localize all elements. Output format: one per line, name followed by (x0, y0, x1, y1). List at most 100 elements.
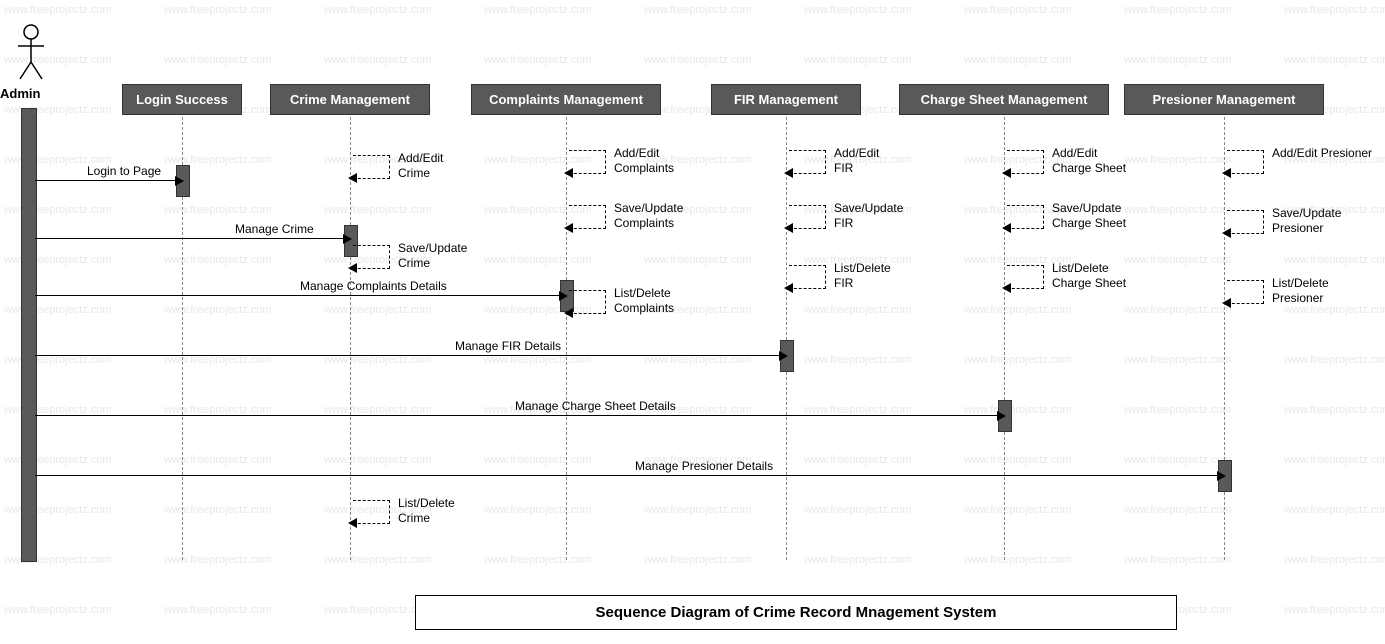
arrow-left-icon (1222, 168, 1231, 178)
watermark-text: www.freeprojectz.com (324, 204, 432, 216)
lifeline-dash (566, 112, 567, 560)
arrow-left-icon (1222, 298, 1231, 308)
watermark-text: www.freeprojectz.com (1284, 54, 1385, 66)
watermark-text: www.freeprojectz.com (804, 554, 912, 566)
watermark-text: www.freeprojectz.com (804, 504, 912, 516)
self-message-label: Save/Update (834, 201, 903, 215)
watermark-text: www.freeprojectz.com (1124, 354, 1232, 366)
lifeline-header: Complaints Management (471, 84, 661, 115)
self-message-label: List/Delete (834, 261, 891, 275)
lifeline-dash (1004, 112, 1005, 560)
arrow-left-icon (348, 518, 357, 528)
watermark-text: www.freeprojectz.com (164, 504, 272, 516)
self-message-label: Presioner (1272, 221, 1323, 235)
self-message-label: Crime (398, 166, 430, 180)
watermark-text: www.freeprojectz.com (1124, 154, 1232, 166)
lifeline-dash (786, 112, 787, 560)
self-message-label: List/Delete (614, 286, 671, 300)
self-message-loop (353, 500, 390, 524)
watermark-text: www.freeprojectz.com (164, 304, 272, 316)
watermark-text: www.freeprojectz.com (644, 504, 752, 516)
watermark-text: www.freeprojectz.com (964, 354, 1072, 366)
self-message-loop (1227, 150, 1264, 174)
self-message-label: Save/Update (1272, 206, 1341, 220)
message-line (35, 238, 344, 239)
message-label: Manage Presioner Details (635, 459, 773, 473)
self-message-label: FIR (834, 216, 853, 230)
watermark-text: www.freeprojectz.com (1284, 304, 1385, 316)
self-message-label: Charge Sheet (1052, 216, 1126, 230)
watermark-text: www.freeprojectz.com (164, 54, 272, 66)
self-message-label: Complaints (614, 301, 674, 315)
self-message-label: Complaints (614, 216, 674, 230)
watermark-text: www.freeprojectz.com (324, 454, 432, 466)
watermark-text: www.freeprojectz.com (1284, 254, 1385, 266)
watermark-text: www.freeprojectz.com (964, 54, 1072, 66)
message-line (35, 180, 176, 181)
watermark-text: www.freeprojectz.com (324, 554, 432, 566)
watermark-text: www.freeprojectz.com (1284, 454, 1385, 466)
arrow-right-icon (997, 411, 1006, 421)
arrow-right-icon (175, 176, 184, 186)
watermark-text: www.freeprojectz.com (1124, 254, 1232, 266)
watermark-text: www.freeprojectz.com (804, 454, 912, 466)
self-message-label: Add/Edit Presioner (1272, 146, 1372, 160)
activation-bar (21, 108, 37, 562)
arrow-left-icon (784, 283, 793, 293)
watermark-text: www.freeprojectz.com (484, 504, 592, 516)
watermark-text: www.freeprojectz.com (1124, 54, 1232, 66)
watermark-text: www.freeprojectz.com (164, 554, 272, 566)
watermark-text: www.freeprojectz.com (1284, 354, 1385, 366)
self-message-loop (1227, 280, 1264, 304)
watermark-text: www.freeprojectz.com (484, 454, 592, 466)
self-message-loop (789, 150, 826, 174)
watermark-text: www.freeprojectz.com (1124, 204, 1232, 216)
self-message-label: List/Delete (398, 496, 455, 510)
watermark-text: www.freeprojectz.com (484, 554, 592, 566)
arrow-left-icon (1002, 223, 1011, 233)
watermark-text: www.freeprojectz.com (164, 604, 272, 616)
arrow-left-icon (348, 173, 357, 183)
watermark-text: www.freeprojectz.com (4, 4, 112, 16)
message-label: Manage Charge Sheet Details (515, 399, 676, 413)
watermark-text: www.freeprojectz.com (964, 454, 1072, 466)
self-message-loop (353, 245, 390, 269)
watermark-text: www.freeprojectz.com (804, 354, 912, 366)
message-label: Manage Complaints Details (300, 279, 447, 293)
watermark-text: www.freeprojectz.com (644, 4, 752, 16)
arrow-left-icon (1002, 168, 1011, 178)
arrow-left-icon (348, 263, 357, 273)
lifeline-header: Login Success (122, 84, 242, 115)
sequence-diagram-canvas: www.freeprojectz.com www.freeprojectz.com… (0, 0, 1385, 644)
watermark-text: www.freeprojectz.com (484, 54, 592, 66)
watermark-text: www.freeprojectz.com (164, 454, 272, 466)
message-line (35, 415, 998, 416)
self-message-label: Save/Update (614, 201, 683, 215)
arrow-left-icon (784, 223, 793, 233)
watermark-text: www.freeprojectz.com (324, 304, 432, 316)
watermark-text: www.freeprojectz.com (964, 504, 1072, 516)
self-message-loop (789, 265, 826, 289)
watermark-text: www.freeprojectz.com (164, 204, 272, 216)
self-message-loop (1227, 210, 1264, 234)
watermark-text: www.freeprojectz.com (324, 54, 432, 66)
watermark-text: www.freeprojectz.com (804, 304, 912, 316)
self-message-label: Charge Sheet (1052, 161, 1126, 175)
watermark-text: www.freeprojectz.com (1284, 554, 1385, 566)
self-message-label: Save/Update (1052, 201, 1121, 215)
self-message-loop (569, 290, 606, 314)
actor-icon (18, 24, 44, 85)
arrow-left-icon (564, 308, 573, 318)
self-message-label: Crime (398, 256, 430, 270)
self-message-label: List/Delete (1272, 276, 1329, 290)
self-message-label: FIR (834, 161, 853, 175)
arrow-right-icon (343, 234, 352, 244)
self-message-loop (789, 205, 826, 229)
watermark-text: www.freeprojectz.com (1124, 4, 1232, 16)
watermark-text: www.freeprojectz.com (1124, 404, 1232, 416)
watermark-text: www.freeprojectz.com (1124, 554, 1232, 566)
watermark-text: www.freeprojectz.com (644, 254, 752, 266)
self-message-label: Add/Edit (1052, 146, 1097, 160)
watermark-text: www.freeprojectz.com (1284, 604, 1385, 616)
message-line (35, 355, 780, 356)
